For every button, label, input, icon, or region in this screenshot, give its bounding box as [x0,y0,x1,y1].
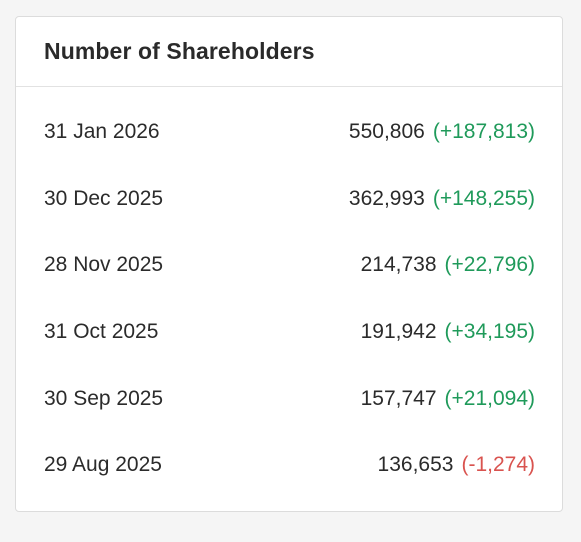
row-change: (+34,195) [444,320,535,344]
row-value: 214,738 [360,253,437,277]
row-value: 191,942 [360,320,437,344]
row-value: 550,806 [348,120,425,144]
list-item: 29 Aug 2025 136,653 (-1,274) [44,432,535,499]
row-date: 31 Oct 2025 [44,320,159,344]
list-item: 30 Sep 2025 157,747 (+21,094) [44,365,535,432]
shareholders-list: 31 Jan 2026 550,806 (+187,813) 30 Dec 20… [16,87,562,499]
list-item: 31 Jan 2026 550,806 (+187,813) [44,99,535,166]
row-change: (+148,255) [432,186,535,210]
card-title: Number of Shareholders [44,38,315,64]
row-date: 31 Jan 2026 [44,120,160,144]
row-value: 136,653 [377,453,454,477]
row-date: 30 Sep 2025 [44,386,164,410]
row-change: (+22,796) [444,253,535,277]
row-value: 157,747 [360,386,437,410]
list-item: 28 Nov 2025 214,738 (+22,796) [44,232,535,299]
row-value-group: 214,738 (+22,796) [361,253,535,277]
shareholders-card: Number of Shareholders 31 Jan 2026 550,8… [15,16,563,512]
row-date: 30 Dec 2025 [44,186,164,210]
list-item: 30 Dec 2025 362,993 (+148,255) [44,166,535,233]
row-value-group: 157,747 (+21,094) [361,387,535,411]
row-change: (+21,094) [444,386,535,410]
row-change: (-1,274) [461,453,535,477]
row-date: 28 Nov 2025 [44,253,164,277]
card-header: Number of Shareholders [16,17,562,87]
row-date: 29 Aug 2025 [44,453,162,477]
row-change: (+187,813) [432,120,535,144]
row-value-group: 191,942 (+34,195) [361,320,535,344]
list-item: 31 Oct 2025 191,942 (+34,195) [44,299,535,366]
row-value: 362,993 [348,186,425,210]
row-value-group: 136,653 (-1,274) [378,453,535,477]
row-value-group: 362,993 (+148,255) [349,187,535,211]
row-value-group: 550,806 (+187,813) [349,120,535,144]
